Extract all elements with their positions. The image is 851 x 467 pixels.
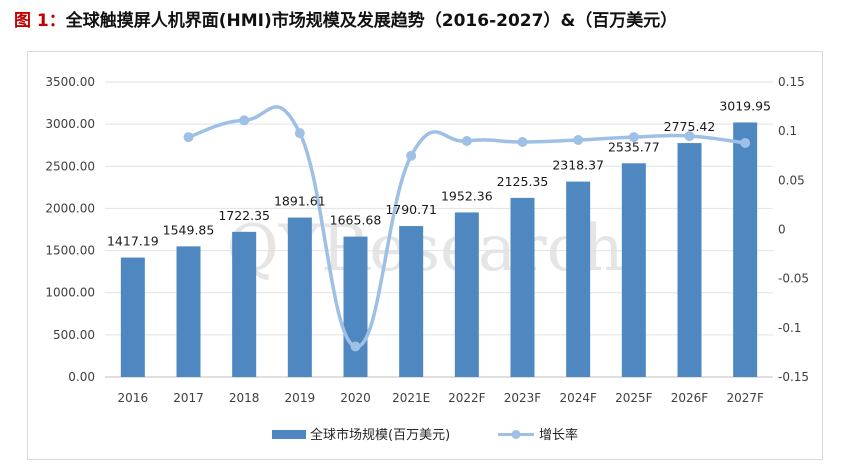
gridlines: [105, 81, 773, 378]
left-tick-label: 3000.00: [45, 117, 95, 131]
bar-value-label: 1417.19: [107, 234, 159, 249]
legend: 全球市场规模(百万美元) 增长率: [272, 427, 578, 443]
bar: [120, 257, 145, 377]
x-tick-label: 2020: [340, 391, 371, 405]
growth-point: [684, 131, 695, 142]
x-tick-label: 2017: [173, 391, 204, 405]
bar: [733, 122, 758, 377]
growth-point: [573, 135, 584, 146]
bar-value-label: 1790.71: [385, 202, 437, 217]
left-tick-label: 2000.00: [45, 201, 95, 215]
bar-value-label: 2318.37: [552, 158, 604, 173]
bar-value-label: 1952.36: [441, 188, 493, 203]
growth-point: [461, 136, 472, 146]
bar: [510, 197, 535, 377]
left-tick-label: 1500.00: [45, 244, 95, 258]
growth-point: [406, 150, 417, 161]
left-tick-label: 1000.00: [45, 286, 95, 300]
x-axis-ticks: 2016 2017 2018 2019 2020 2021E 2022F 2023F 2024F…: [118, 391, 764, 405]
chart-title: 图 1：全球触摸屏人机界面(HMI)市场规模及发展趋势（2016-2027）&（…: [14, 6, 677, 31]
x-tick-label: 2019: [285, 391, 316, 405]
right-axis-ticks: -0.15 -0.1 -0.05 0 0.05 0.1 0.15: [778, 75, 809, 384]
bar-value-label: 2775.42: [664, 119, 716, 134]
left-tick-label: 500.00: [53, 328, 95, 342]
title-text: 全球触摸屏人机界面(HMI)市场规模及发展趋势（2016-2027）&（百万美元…: [65, 11, 678, 31]
bar: [343, 236, 368, 377]
bar: [566, 181, 591, 377]
x-tick-label: 2023F: [504, 391, 542, 405]
growth-point: [628, 132, 639, 143]
growth-point: [350, 341, 361, 352]
growth-point: [517, 136, 528, 147]
right-tick-label: -0.15: [778, 370, 809, 384]
right-tick-label: 0.05: [778, 173, 805, 187]
bar-value-label: 1549.85: [163, 222, 215, 237]
x-tick-label: 2024F: [559, 391, 597, 405]
left-tick-label: 3500.00: [45, 75, 95, 89]
growth-point: [239, 115, 250, 126]
bar: [287, 217, 312, 377]
right-tick-label: -0.1: [778, 321, 801, 335]
x-tick-label: 2022F: [448, 391, 486, 405]
bar: [232, 231, 257, 377]
figure-number: 图 1：: [14, 11, 66, 31]
left-axis-ticks: 0.00 500.00 1000.00 1500.00 2000.00 2500.00 30…: [45, 75, 95, 384]
watermark: QYResearch: [226, 212, 623, 286]
bar: [621, 163, 646, 377]
growth-line-series: [183, 105, 751, 352]
x-tick-label: 2025F: [615, 391, 653, 405]
x-tick-label: 2018: [229, 391, 260, 405]
x-tick-label: 2021E: [392, 391, 430, 405]
bar: [176, 246, 201, 377]
growth-point: [294, 128, 305, 139]
right-tick-label: 0.1: [778, 124, 797, 138]
x-tick-label: 2027F: [726, 391, 764, 405]
right-tick-label: -0.05: [778, 272, 809, 286]
bar-value-label: 1891.61: [274, 194, 326, 209]
x-tick-label: 2016: [118, 391, 149, 405]
left-tick-label: 2500.00: [45, 159, 95, 173]
legend-line-label: 增长率: [539, 427, 578, 443]
bar-value-label: 2535.77: [608, 139, 660, 154]
legend-bar-label: 全球市场规模(百万美元): [310, 427, 450, 443]
right-tick-label: 0.15: [778, 75, 805, 89]
x-tick-label: 2026F: [671, 391, 709, 405]
bar-series: [120, 122, 758, 377]
bar: [399, 226, 424, 377]
growth-point: [183, 132, 194, 143]
legend-line-marker: [511, 430, 521, 439]
bar: [454, 212, 479, 377]
right-tick-label: 0: [778, 223, 786, 237]
bar-value-label: 1665.68: [330, 213, 382, 228]
legend-bar-swatch: [272, 430, 306, 439]
left-tick-label: 0.00: [68, 370, 95, 384]
bar-value-label: 1722.35: [218, 208, 270, 223]
bar-value-label: 2125.35: [497, 174, 549, 189]
bar-value-label: 3019.95: [719, 98, 771, 113]
bar: [677, 143, 702, 377]
growth-point: [740, 137, 751, 148]
chart-frame: [27, 51, 823, 460]
